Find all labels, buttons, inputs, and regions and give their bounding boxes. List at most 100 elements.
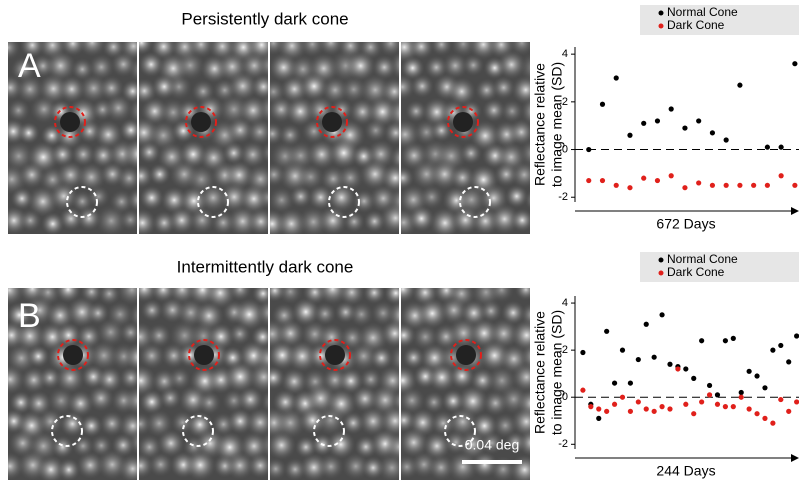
- cone: [427, 362, 457, 392]
- cone: [77, 42, 107, 57]
- cone: [514, 288, 530, 301]
- point: [696, 180, 702, 186]
- point: [699, 399, 705, 405]
- image-tile: [401, 288, 530, 480]
- cone: [225, 451, 255, 480]
- red-circle: [188, 339, 220, 371]
- cone: [239, 140, 267, 169]
- cone: [128, 97, 137, 125]
- cone: [401, 322, 417, 348]
- point: [641, 175, 647, 181]
- image-tile: [139, 288, 268, 480]
- white-circle: [444, 415, 476, 447]
- arrow-head: [791, 454, 799, 462]
- cone: [116, 165, 137, 191]
- dark-spot: [322, 112, 342, 132]
- cone: [168, 367, 192, 390]
- point: [722, 404, 728, 410]
- y-tick-label: 4: [562, 48, 568, 60]
- cone: [55, 363, 86, 394]
- point: [778, 144, 784, 150]
- cone: [519, 52, 530, 83]
- cone: [8, 98, 31, 123]
- point: [643, 406, 649, 412]
- point: [596, 406, 602, 412]
- cone: [71, 57, 94, 81]
- cone: [278, 123, 302, 147]
- white-circle: [328, 186, 360, 218]
- cone: [197, 390, 222, 415]
- cone: [123, 385, 137, 416]
- cone: [479, 299, 503, 323]
- point: [723, 137, 729, 143]
- cone: [148, 163, 171, 186]
- cone: [383, 288, 399, 305]
- point: [738, 394, 744, 400]
- point: [754, 373, 760, 379]
- cone: [248, 361, 268, 393]
- tile-content: [401, 42, 530, 234]
- cone: [224, 360, 257, 393]
- cone: [18, 161, 46, 189]
- point: [709, 182, 716, 188]
- cone: [41, 212, 65, 234]
- cone: [17, 121, 40, 144]
- cone: [401, 427, 429, 458]
- cone: [482, 98, 506, 123]
- cone: [358, 406, 388, 436]
- y-tick-label: 2: [562, 96, 568, 108]
- point: [737, 82, 743, 88]
- cone: [442, 52, 469, 79]
- cone: [306, 139, 337, 170]
- point: [613, 75, 619, 81]
- legend-label: Normal Cone: [667, 5, 738, 19]
- point: [794, 333, 799, 339]
- cone: [139, 42, 154, 55]
- cone: [88, 53, 115, 81]
- point: [786, 408, 792, 414]
- red-circle: [447, 106, 479, 138]
- cone: [408, 205, 435, 232]
- cone: [343, 210, 366, 233]
- cone: [326, 429, 356, 460]
- cone: [124, 342, 137, 372]
- point: [762, 415, 768, 421]
- point: [770, 420, 776, 426]
- cone: [168, 206, 196, 234]
- dark-spot: [63, 345, 83, 365]
- cone: [57, 458, 81, 480]
- cone: [510, 160, 530, 189]
- y-tick-label: 4: [562, 297, 568, 309]
- cone: [510, 319, 530, 352]
- dark-spot: [456, 345, 476, 365]
- y-tick-label: 0: [562, 391, 568, 403]
- point: [706, 382, 713, 389]
- point: [651, 408, 657, 414]
- point: [611, 380, 618, 386]
- cone: [119, 366, 137, 390]
- red-circle: [316, 106, 348, 138]
- cone: [449, 164, 476, 191]
- cone: [518, 139, 530, 168]
- y-tick-label: -2: [558, 191, 568, 203]
- cone: [338, 368, 364, 394]
- point: [751, 182, 757, 188]
- cone: [510, 208, 530, 232]
- cone: [247, 207, 268, 234]
- cone: [424, 55, 449, 80]
- point: [683, 401, 689, 407]
- legend-marker: [658, 257, 664, 263]
- legend-marker: [658, 23, 664, 29]
- cone: [95, 204, 128, 234]
- white-circle: [197, 186, 229, 218]
- cone: [171, 119, 195, 143]
- point: [691, 375, 697, 381]
- cone: [315, 404, 346, 436]
- point: [643, 321, 649, 327]
- point: [682, 125, 688, 131]
- cone: [508, 118, 530, 146]
- red-circle: [319, 339, 351, 371]
- cone: [59, 206, 84, 231]
- point: [794, 399, 799, 405]
- cone: [188, 206, 216, 234]
